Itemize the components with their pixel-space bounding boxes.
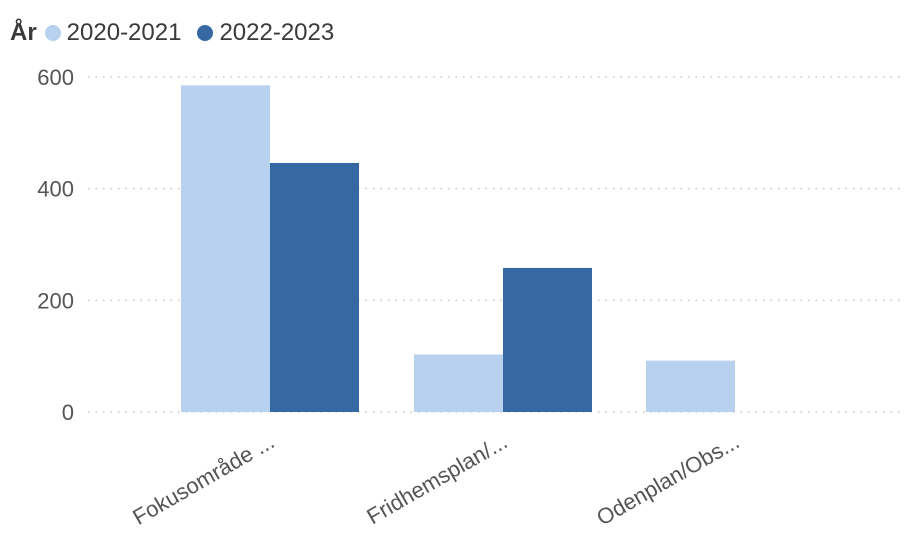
bar-2022-2023-0[interactable]: [270, 162, 359, 412]
x-tick-label-0: Fokusområde ...: [128, 429, 278, 530]
bar-2022-2023-1[interactable]: [503, 267, 592, 412]
bar-2020-2021-1[interactable]: [414, 354, 503, 412]
legend-item-2022-2023[interactable]: 2022-2023: [197, 19, 334, 47]
x-tick-label-1: Fridhemsplan/...: [362, 429, 511, 530]
bar-2020-2021-0[interactable]: [181, 85, 270, 412]
legend-marker-2020-2021: [44, 25, 61, 41]
x-tick-label-2: Odenplan/Obs...: [592, 429, 743, 531]
y-tick-label-600: 600: [37, 65, 74, 90]
y-tick-label-0: 0: [62, 400, 74, 425]
y-tick-label-200: 200: [37, 288, 74, 313]
y-tick-label-400: 400: [37, 177, 74, 202]
legend-label-2022-2023: 2022-2023: [219, 19, 335, 46]
legend-label-2020-2021: 2020-2021: [66, 19, 182, 46]
bar-2020-2021-2[interactable]: [646, 360, 735, 412]
legend-marker-2022-2023: [197, 25, 214, 41]
legend-item-2020-2021[interactable]: 2020-2021: [44, 19, 182, 47]
legend-title: År: [10, 19, 37, 46]
chart-legend: År 2020-2021 2022-2023: [10, 16, 350, 50]
